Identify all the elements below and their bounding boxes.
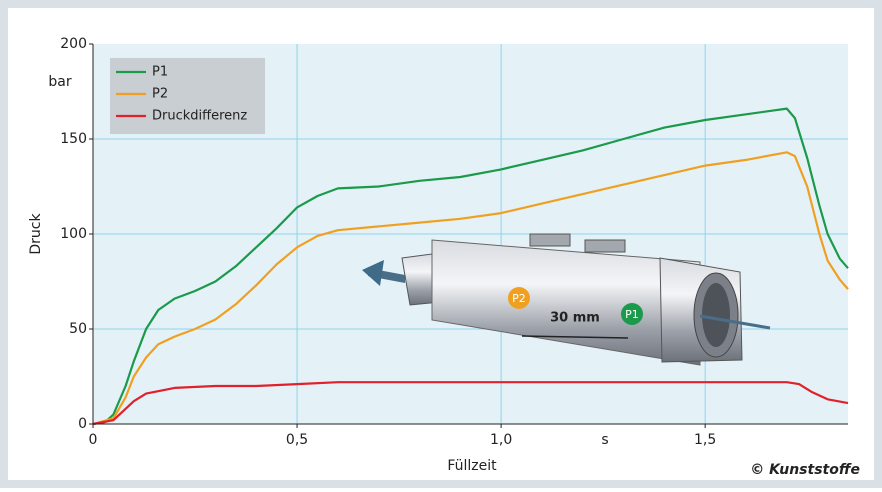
x-axis-label: Füllzeit [447,458,497,474]
legend-label: P1 [152,65,168,80]
x-tick-label: 1,0 [490,432,512,448]
chart: P2 P1 30 mm bar s Füllzeit Druck © Kunst… [0,0,882,488]
x-unit: s [601,432,608,448]
credit: © Kunststoffe [750,462,860,478]
fitting [530,234,570,246]
fitting [585,240,625,252]
y-tick-label: 200 [60,36,87,52]
bore-inner [702,283,730,347]
y-tick-label: 50 [69,321,87,337]
legend: P1 P2 Druckdifferenz [110,58,265,134]
y-tick-label: 0 [78,416,87,432]
p1-label: P1 [625,308,639,321]
y-unit: bar [48,74,71,90]
x-tick-label: 0 [89,432,98,448]
legend-label: Druckdifferenz [152,109,247,124]
y-axis-label: Druck [28,213,44,255]
legend-label: P2 [152,87,168,102]
distance-label: 30 mm [550,311,600,326]
y-tick-label: 150 [60,131,87,147]
x-tick-label: 0,5 [286,432,308,448]
p2-label: P2 [512,292,526,305]
y-tick-label: 100 [60,226,87,242]
page: {"chart_data":{"type":"line", "y_label":… [0,0,882,492]
x-tick-label: 1,5 [694,432,716,448]
